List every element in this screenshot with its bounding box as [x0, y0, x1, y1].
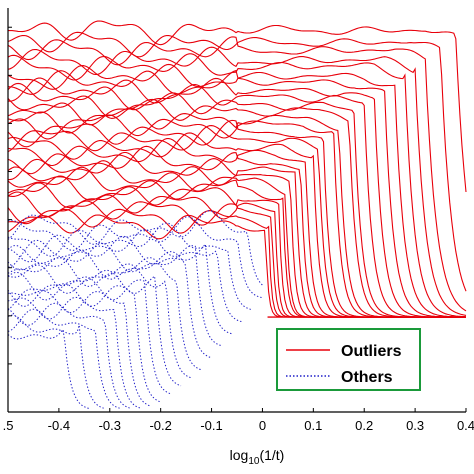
outlier-series-line	[7, 69, 466, 318]
outlier-series-line	[7, 53, 467, 318]
others-series-line	[7, 263, 192, 379]
x-tick-label: .5	[3, 418, 14, 433]
x-axis-label: log10(1/t)	[230, 447, 285, 467]
x-tick-label: 0.2	[355, 418, 373, 433]
x-tick-label: 0	[259, 418, 266, 433]
others-series-line	[7, 296, 141, 409]
outlier-series-line	[7, 92, 466, 318]
others-series-line	[7, 276, 171, 395]
x-tick-label: -0.1	[200, 418, 222, 433]
outlier-series-line	[7, 63, 467, 318]
others-series-line	[7, 257, 202, 371]
outlier-series-line	[7, 46, 467, 316]
axes	[7, 8, 466, 413]
outlier-series-line	[7, 82, 466, 318]
legend: Outliers Others	[276, 328, 421, 391]
others-series-line	[7, 228, 243, 323]
others-series-line	[7, 283, 161, 403]
x-ticks: .5 -0.4 -0.3 -0.2 -0.1 0 0.1 0.2 0.3 0.4	[3, 408, 474, 433]
others-series-line	[7, 210, 263, 286]
legend-outliers-label: Outliers	[341, 343, 402, 360]
plot-lines	[7, 20, 467, 409]
outlier-series-line	[7, 36, 467, 312]
outlier-series-line	[7, 20, 467, 193]
x-axis-label-subscript: 10	[248, 456, 260, 467]
others-series-line	[7, 314, 104, 409]
x-tick-label: -0.4	[48, 418, 70, 433]
others-series-line	[7, 328, 90, 409]
x-tick-label: -0.2	[149, 418, 171, 433]
x-tick-label: -0.3	[99, 418, 121, 433]
others-series-line	[7, 235, 233, 335]
outlier-series-line	[7, 77, 466, 318]
x-tick-label: 0.3	[406, 418, 424, 433]
legend-others-label: Others	[341, 369, 393, 386]
x-tick-label: 0.4	[457, 418, 474, 433]
others-series-line	[7, 242, 222, 347]
others-series-line	[7, 302, 131, 409]
legend-box	[276, 328, 421, 391]
others-series-line	[7, 290, 151, 407]
others-series-line	[7, 249, 212, 359]
x-tick-label: 0.1	[304, 418, 322, 433]
others-series-line	[7, 216, 263, 299]
